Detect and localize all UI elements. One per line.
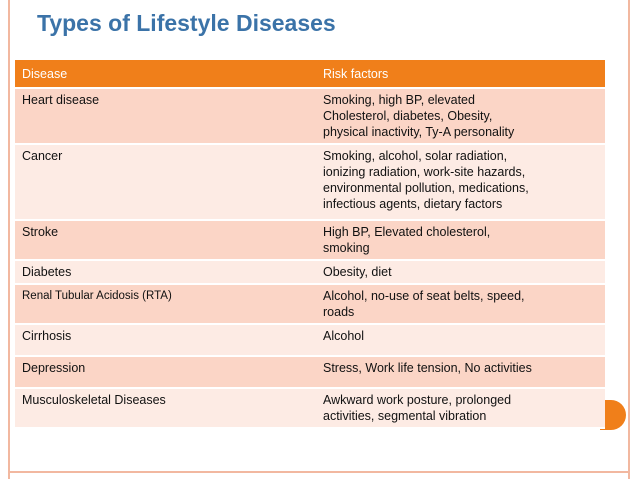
risk-line: environmental pollution, medications,: [323, 181, 529, 195]
risk-line: Stress, Work life tension, No activities: [323, 361, 532, 375]
risk-line: physical inactivity, Ty-A personality: [323, 125, 515, 139]
risk-line: Cholesterol, diabetes, Obesity,: [323, 109, 493, 123]
disease-cell: Cancer: [15, 144, 316, 221]
risk-cell: Smoking, high BP, elevated Cholesterol, …: [316, 88, 605, 145]
risk-line: infectious agents, dietary factors: [323, 197, 503, 211]
risk-line: Smoking, alcohol, solar radiation,: [323, 149, 508, 163]
disease-cell: Heart disease: [15, 88, 316, 145]
disease-cell: Depression: [15, 356, 316, 389]
table-row: Cancer Smoking, alcohol, solar radiation…: [15, 144, 605, 221]
risk-cell: Smoking, alcohol, solar radiation, ioniz…: [316, 144, 605, 221]
risk-line: Awkward work posture, prolonged: [323, 393, 512, 407]
risk-line: Alcohol: [323, 329, 364, 343]
disease-table: Disease Risk factors Heart disease Smoki…: [15, 60, 605, 429]
risk-line: smoking: [323, 241, 370, 255]
slide-border-right: [628, 0, 630, 479]
risk-line: ionizing radiation, work-site hazards,: [323, 165, 526, 179]
disease-cell: Renal Tubular Acidosis (RTA): [15, 284, 316, 325]
table-row: Diabetes Obesity, diet: [15, 260, 605, 285]
table-header-row: Disease Risk factors: [15, 60, 605, 89]
risk-line: Obesity, diet: [323, 265, 392, 279]
slide-border-bottom: [8, 471, 630, 473]
risk-cell: High BP, Elevated cholesterol, smoking: [316, 220, 605, 261]
risk-cell: Stress, Work life tension, No activities: [316, 356, 605, 389]
table-row: Stroke High BP, Elevated cholesterol, sm…: [15, 220, 605, 261]
disease-cell: Musculoskeletal Diseases: [15, 388, 316, 429]
risk-line: Smoking, high BP, elevated: [323, 93, 475, 107]
risk-line: activities, segmental vibration: [323, 409, 487, 423]
risk-cell: Awkward work posture, prolonged activiti…: [316, 388, 605, 429]
table-row: Renal Tubular Acidosis (RTA) Alcohol, no…: [15, 284, 605, 325]
risk-line: roads: [323, 305, 355, 319]
column-header-risk-factors: Risk factors: [316, 60, 605, 89]
risk-line: High BP, Elevated cholesterol,: [323, 225, 491, 239]
table-row: Depression Stress, Work life tension, No…: [15, 356, 605, 389]
risk-cell: Alcohol: [316, 324, 605, 357]
table-row: Musculoskeletal Diseases Awkward work po…: [15, 388, 605, 429]
disease-cell: Cirrhosis: [15, 324, 316, 357]
risk-cell: Obesity, diet: [316, 260, 605, 285]
disease-cell: Stroke: [15, 220, 316, 261]
table-row: Cirrhosis Alcohol: [15, 324, 605, 357]
page-title: Types of Lifestyle Diseases: [37, 10, 336, 36]
risk-line: Alcohol, no-use of seat belts, speed,: [323, 289, 525, 303]
disease-cell: Diabetes: [15, 260, 316, 285]
risk-cell: Alcohol, no-use of seat belts, speed, ro…: [316, 284, 605, 325]
table-row: Heart disease Smoking, high BP, elevated…: [15, 88, 605, 145]
slide-border-left: [8, 0, 10, 479]
column-header-disease: Disease: [15, 60, 316, 89]
